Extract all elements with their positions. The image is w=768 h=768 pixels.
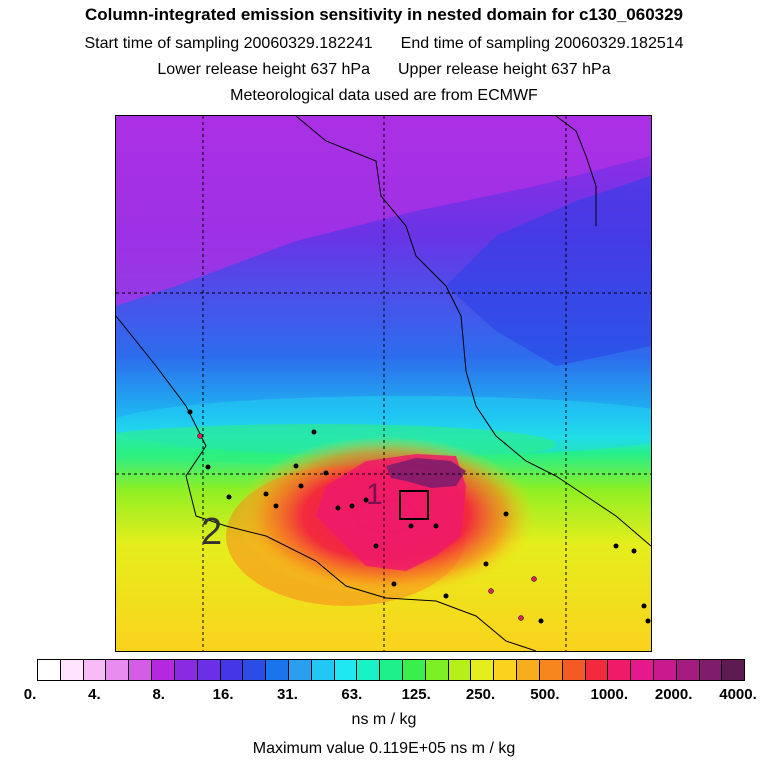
start-sampling: Start time of sampling 20060329.182241 xyxy=(84,35,373,52)
colorbar-cell xyxy=(562,660,586,680)
station-marker xyxy=(323,470,329,476)
colorbar-cell xyxy=(722,660,745,680)
station-marker xyxy=(349,503,355,509)
station-marker xyxy=(298,483,304,489)
colorbar-tick-label: 1000. xyxy=(590,686,629,703)
colorbar xyxy=(37,659,745,681)
colorbar-cell xyxy=(288,660,312,680)
figure-title: Column-integrated emission sensitivity i… xyxy=(84,5,684,24)
colorbar-cell xyxy=(676,660,700,680)
colorbar-tick-label: 0. xyxy=(23,686,37,703)
station-marker xyxy=(293,463,299,469)
colorbar-cell xyxy=(197,660,221,680)
colorbar-cell xyxy=(380,660,403,680)
lat-lon-grid xyxy=(116,116,651,651)
colorbar-tick-label: 4000. xyxy=(719,686,757,703)
colorbar-cell xyxy=(334,660,358,680)
station-marker xyxy=(443,593,449,599)
station-marker xyxy=(483,561,489,567)
colorbar-tick-label: 31. xyxy=(277,686,298,703)
sampling-times: Start time of sampling 20060329.182241 En… xyxy=(0,35,768,53)
station-marker-red xyxy=(518,615,524,621)
station-marker xyxy=(631,548,637,554)
coastline xyxy=(116,315,537,651)
colorbar-cell xyxy=(152,660,175,680)
blue-diagonal-band xyxy=(446,176,651,366)
station-marker xyxy=(273,503,279,509)
station-marker xyxy=(538,618,544,624)
colorbar-cell xyxy=(653,660,677,680)
sensitivity-map: 1 2 xyxy=(115,115,652,652)
stations xyxy=(187,409,651,624)
end-sampling: End time of sampling 20060329.182514 xyxy=(400,35,684,52)
station-marker xyxy=(335,505,341,511)
colorbar-cell xyxy=(220,660,244,680)
colorbar-tick-label: 125. xyxy=(401,686,431,703)
station-marker xyxy=(408,523,414,529)
colorbar-cell xyxy=(403,660,426,680)
colorbar-cell xyxy=(631,660,654,680)
met-data-source: Meteorological data used are from ECMWF xyxy=(230,87,538,104)
colorbar-cell xyxy=(448,660,472,680)
upper-release-height: Upper release height 637 hPa xyxy=(398,61,611,78)
colorbar-units: ns m / kg xyxy=(351,711,417,728)
station-marker xyxy=(263,491,269,497)
station-marker xyxy=(433,523,439,529)
colorbar-tick-label: 2000. xyxy=(654,686,693,703)
source-region-dark xyxy=(386,458,466,488)
colorbar-ticks: 0. 4. 8. 16. 31. 63. 125. 250. 500. 1000. 2000. 400… xyxy=(0,686,768,706)
purple-upper-band xyxy=(116,116,651,306)
station-marker-red xyxy=(531,576,537,582)
receptor-box xyxy=(399,490,429,520)
lower-release-height: Lower release height 637 hPa xyxy=(157,61,370,78)
station-marker-red xyxy=(197,433,203,439)
station-marker xyxy=(205,464,211,470)
colorbar-cell xyxy=(608,660,632,680)
colorbar-cell xyxy=(357,660,381,680)
colorbar-cell xyxy=(174,660,198,680)
colorbar-tick-label: 250. xyxy=(465,686,496,703)
station-marker-red xyxy=(488,588,494,594)
station-marker xyxy=(363,497,369,503)
colorbar-cell xyxy=(585,660,609,680)
station-marker xyxy=(373,543,379,549)
station-marker xyxy=(613,543,619,549)
station-marker xyxy=(391,581,397,587)
colorbar-tick-label: 63. xyxy=(341,686,363,703)
station-marker xyxy=(311,429,317,435)
colorbar-tick-label: 4. xyxy=(88,686,101,703)
maximum-value: Maximum value 0.119E+05 ns m / kg xyxy=(252,740,516,757)
colorbar-cell xyxy=(425,660,449,680)
station-marker xyxy=(226,494,232,500)
colorbar-cell xyxy=(311,660,335,680)
colorbar-tick-label: 8. xyxy=(152,686,165,703)
colorbar-cell xyxy=(83,660,107,680)
colorbar-cell xyxy=(243,660,267,680)
colorbar-cell xyxy=(494,660,518,680)
colorbar-cell xyxy=(38,660,61,680)
colorbar-cell xyxy=(60,660,84,680)
colorbar-cell xyxy=(471,660,495,680)
release-heights: Lower release height 637 hPa Upper releas… xyxy=(0,61,768,79)
colorbar-cell xyxy=(699,660,723,680)
colorbar-cell xyxy=(266,660,289,680)
colorbar-cell xyxy=(129,660,153,680)
release-label-1: 1 xyxy=(366,478,383,511)
stations-red xyxy=(197,433,537,621)
colorbar-cell xyxy=(106,660,130,680)
station-marker xyxy=(645,618,651,624)
coastline-east xyxy=(555,116,597,226)
colorbar-tick-label: 500. xyxy=(530,686,560,703)
station-marker xyxy=(503,511,509,517)
release-label-2: 2 xyxy=(201,511,222,553)
station-marker xyxy=(187,409,193,415)
station-marker xyxy=(641,603,647,609)
colorbar-cell xyxy=(517,660,540,680)
colorbar-cell xyxy=(539,660,563,680)
colorbar-tick-label: 16. xyxy=(212,686,234,703)
coastline-north xyxy=(295,116,651,547)
